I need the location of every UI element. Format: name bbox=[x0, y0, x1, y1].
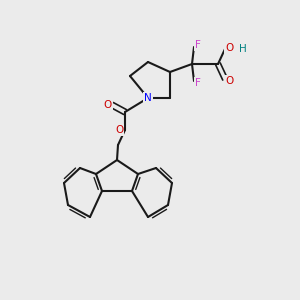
Text: N: N bbox=[144, 93, 152, 103]
Text: O: O bbox=[115, 125, 123, 135]
Text: O: O bbox=[225, 43, 233, 53]
Text: F: F bbox=[195, 40, 201, 50]
Text: H: H bbox=[239, 44, 247, 54]
Text: F: F bbox=[195, 78, 201, 88]
Text: O: O bbox=[225, 76, 233, 86]
Text: O: O bbox=[104, 100, 112, 110]
